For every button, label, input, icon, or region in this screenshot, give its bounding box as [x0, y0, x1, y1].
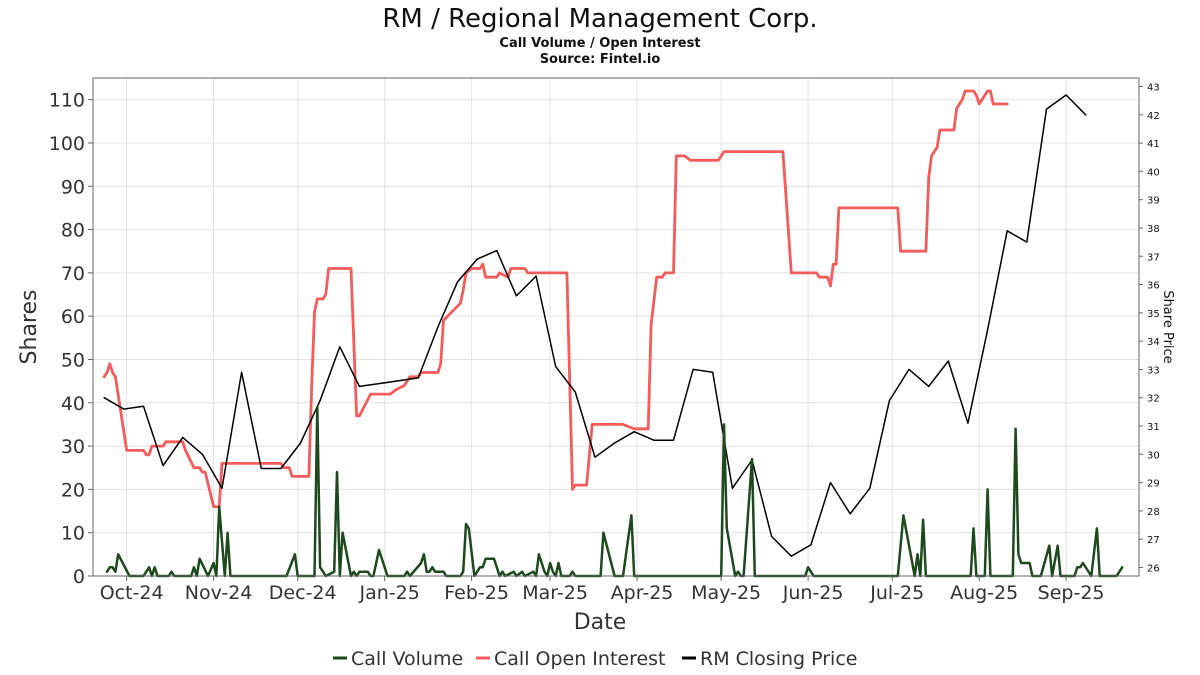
x-tick-label: Jul-25	[869, 582, 924, 604]
x-tick-label: May-25	[691, 582, 761, 604]
y-axis-right: 26 27 28 29 30 31 32 33 34 35 36 37 38 39 40 41 42 43	[1139, 82, 1160, 575]
y2-tick-label: 36	[1147, 281, 1160, 292]
y2-tick-label: 42	[1147, 111, 1160, 122]
x-tick-label: Apr-25	[611, 582, 674, 604]
x-tick-label: Sep-25	[1038, 582, 1105, 604]
series-line-call-volume	[105, 405, 1124, 578]
plot-frame	[92, 77, 1140, 577]
y2-tick-label: 32	[1147, 394, 1160, 405]
x-tick-label: Nov-24	[185, 582, 253, 604]
y2-tick-label: 33	[1147, 365, 1160, 376]
y2-tick-label: 31	[1147, 422, 1160, 433]
x-tick-label: Jan-25	[358, 582, 419, 604]
y-axis-left: 0 10 20 30 40 50 60 70 80 90 100 110	[49, 90, 93, 588]
x-tick-label: Jun-25	[782, 582, 844, 604]
chart-subtitle-source: Source: Fintel.io	[540, 52, 661, 67]
chart-title: RM / Regional Management Corp.	[382, 4, 817, 34]
legend: Call Volume Call Open Interest RM Closing …	[333, 648, 857, 670]
y2-tick-label: 40	[1147, 167, 1160, 178]
y-tick-label: 0	[73, 566, 85, 588]
y2-tick-label: 38	[1147, 224, 1160, 235]
x-tick-label: Dec-24	[269, 582, 337, 604]
series-line-rm-closing-price	[103, 94, 1087, 557]
y-tick-label: 20	[61, 479, 85, 501]
x-tick-label: Mar-25	[522, 582, 588, 604]
chart-subtitle-volume-oi: Call Volume / Open Interest	[499, 36, 700, 51]
y2-tick-label: 35	[1147, 309, 1160, 320]
y2-tick-label: 43	[1147, 82, 1160, 93]
y2-tick-label: 39	[1147, 196, 1160, 207]
y-tick-label: 50	[61, 349, 85, 371]
y-axis-label: Shares	[17, 290, 42, 365]
y-tick-label: 10	[61, 523, 85, 545]
x-tick-label: Feb-25	[444, 582, 509, 604]
x-tick-label: Oct-24	[100, 582, 164, 604]
y2-tick-label: 27	[1147, 535, 1160, 546]
y-tick-label: 80	[61, 220, 85, 242]
legend-label-call-open-interest: Call Open Interest	[494, 648, 666, 670]
legend-label-rm-closing-price: RM Closing Price	[700, 648, 857, 670]
y-tick-label: 70	[61, 263, 85, 285]
y2-tick-label: 41	[1147, 139, 1160, 150]
series-layer	[102, 89, 1124, 578]
x-axis-label: Date	[574, 610, 627, 635]
x-tick-label: Aug-25	[950, 582, 1018, 604]
y2-tick-label: 28	[1147, 507, 1160, 518]
y-tick-label: 100	[49, 133, 85, 155]
y-tick-label: 110	[49, 90, 85, 112]
series-line-call-open-interest	[102, 89, 1009, 509]
y2-tick-label: 29	[1147, 479, 1160, 490]
y-tick-label: 30	[61, 436, 85, 458]
y-tick-label: 90	[61, 176, 85, 198]
y2-tick-label: 30	[1147, 450, 1160, 461]
y2-axis-label: Share Price	[1160, 290, 1175, 363]
y-tick-label: 40	[61, 393, 85, 415]
y2-tick-label: 26	[1147, 564, 1160, 575]
legend-label-call-volume: Call Volume	[351, 648, 463, 670]
y-tick-label: 60	[61, 306, 85, 328]
grid-lines	[93, 78, 1139, 577]
x-axis: Oct-24 Nov-24 Dec-24 Jan-25 Feb-25 Mar-25 Apr-…	[100, 576, 1105, 604]
y2-tick-label: 37	[1147, 252, 1160, 263]
y2-tick-label: 34	[1147, 337, 1160, 348]
